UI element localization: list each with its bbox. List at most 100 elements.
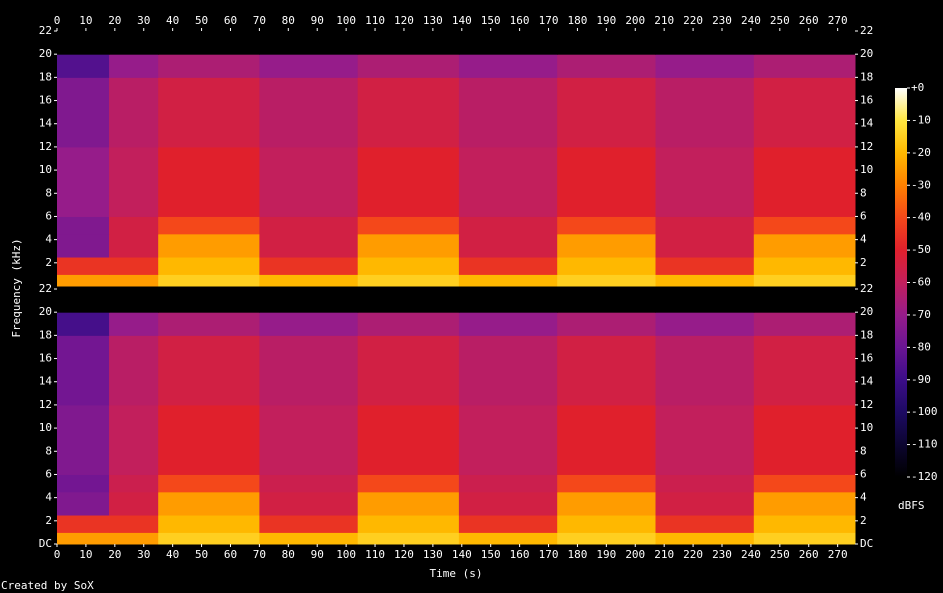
y-tick-label: 14 xyxy=(860,375,874,388)
spectrogram-cell xyxy=(259,77,359,148)
spectrogram-cell xyxy=(557,274,656,287)
spectrogram-cell xyxy=(109,289,159,313)
spectrogram-cell xyxy=(655,335,755,406)
spectrogram-cell xyxy=(357,491,460,516)
spectrogram-cell xyxy=(357,274,460,287)
x-tick-label: 20 xyxy=(108,548,121,561)
spectrogram-cell xyxy=(158,54,260,78)
spectrogram-cell xyxy=(458,312,558,336)
x-tick-label: 100 xyxy=(336,548,356,561)
y-tick-label: DC xyxy=(39,537,52,550)
spectrogram-cell xyxy=(57,532,110,545)
spectrogram-cell xyxy=(259,146,359,217)
spectrogram-cell xyxy=(753,216,856,235)
y-tick-label: 8 xyxy=(860,186,867,199)
y-tick-label: 8 xyxy=(45,186,52,199)
y-tick-label: 18 xyxy=(860,328,873,341)
spectrogram-cell xyxy=(109,257,159,275)
spectrogram-cell xyxy=(557,77,656,148)
x-tick-label: 10 xyxy=(79,548,92,561)
x-tick-label: 130 xyxy=(423,14,443,27)
spectrogram-cell xyxy=(158,216,260,235)
y-tick-label: 4 xyxy=(860,233,867,246)
spectrogram-cell xyxy=(57,31,110,55)
spectrogram-cell xyxy=(557,257,656,275)
spectrogram-cell xyxy=(458,257,558,275)
spectrogram-cell xyxy=(557,54,656,78)
colorbar-tick-label: -70 xyxy=(911,308,931,321)
spectrogram-cell xyxy=(259,312,359,336)
y-tick-label: 20 xyxy=(39,305,52,318)
x-tick-label: 60 xyxy=(224,14,237,27)
spectrogram-cell xyxy=(655,54,755,78)
spectrogram-cell xyxy=(109,404,159,475)
spectrogram-cell xyxy=(753,31,856,55)
spectrogram-cell xyxy=(109,474,159,493)
spectrogram-cell xyxy=(109,515,159,533)
spectrogram-cell xyxy=(357,216,460,235)
spectrogram-cell xyxy=(458,146,558,217)
spectrogram-cell xyxy=(109,31,159,55)
y-tick-label: DC xyxy=(860,537,873,550)
spectrogram-cell xyxy=(158,335,260,406)
y-axis-label: Frequency (kHz) xyxy=(10,238,23,337)
y-tick-label: 12 xyxy=(860,140,873,153)
spectrogram-cell xyxy=(753,404,856,475)
spectrogram-cell xyxy=(158,515,260,533)
spectrogram-cell xyxy=(357,312,460,336)
spectrogram-cell xyxy=(655,216,755,235)
spectrogram-cell xyxy=(158,146,260,217)
y-tick-label: 22 xyxy=(39,24,52,37)
spectrogram-cell xyxy=(259,289,359,313)
y-tick-label: 4 xyxy=(45,233,52,246)
x-tick-label: 60 xyxy=(224,548,237,561)
spectrogram-cell xyxy=(57,474,110,493)
y-tick-label: 14 xyxy=(39,375,53,388)
spectrogram-cell xyxy=(753,491,856,516)
spectrogram-cell xyxy=(357,515,460,533)
y-tick-label: 20 xyxy=(860,47,873,60)
spectrogram-cell xyxy=(753,532,856,545)
x-tick-label: 150 xyxy=(481,548,501,561)
spectrogram-cell xyxy=(109,274,159,287)
spectrogram-cell xyxy=(557,404,656,475)
y-tick-label: 8 xyxy=(45,444,52,457)
spectrogram-cell xyxy=(158,312,260,336)
spectrogram-cell xyxy=(259,532,359,545)
y-tick-label: 22 xyxy=(860,282,873,295)
spectrogram-cell xyxy=(655,274,755,287)
spectrogram-cell xyxy=(158,404,260,475)
y-tick-label: 4 xyxy=(45,491,52,504)
x-tick-label: 170 xyxy=(539,14,559,27)
spectrogram-cell xyxy=(753,274,856,287)
spectrogram-cell xyxy=(109,216,159,235)
spectrogram-cell xyxy=(109,312,159,336)
x-tick-label: 240 xyxy=(741,548,761,561)
spectrogram-cell xyxy=(458,491,558,516)
x-tick-label: 50 xyxy=(195,14,208,27)
y-tick-label: 14 xyxy=(860,117,874,130)
x-tick-label: 120 xyxy=(394,14,414,27)
x-tick-label: 70 xyxy=(253,14,266,27)
spectrogram-cell xyxy=(458,274,558,287)
spectrogram-cell xyxy=(109,54,159,78)
spectrogram-cell xyxy=(109,335,159,406)
x-tick-label: 80 xyxy=(282,548,295,561)
spectrogram-cell xyxy=(57,289,110,313)
spectrogram-cell xyxy=(259,216,359,235)
spectrogram-cell xyxy=(753,335,856,406)
y-tick-label: 12 xyxy=(39,140,52,153)
spectrogram-cell xyxy=(753,289,856,313)
spectrogram-cell xyxy=(753,233,856,258)
y-tick-label: 14 xyxy=(39,117,53,130)
spectrogram-cell xyxy=(158,233,260,258)
spectrogram-cell xyxy=(655,491,755,516)
spectrogram-cell xyxy=(557,31,656,55)
x-tick-label: 130 xyxy=(423,548,443,561)
spectrogram-cell xyxy=(259,515,359,533)
x-tick-label: 210 xyxy=(654,548,674,561)
spectrogram-cell xyxy=(458,404,558,475)
spectrogram-cell xyxy=(158,274,260,287)
x-tick-label: 10 xyxy=(79,14,92,27)
spectrogram-cell xyxy=(753,474,856,493)
